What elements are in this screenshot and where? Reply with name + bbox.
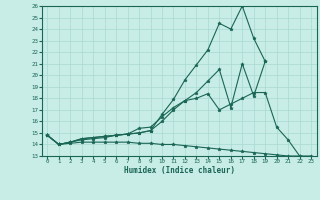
X-axis label: Humidex (Indice chaleur): Humidex (Indice chaleur) [124, 166, 235, 175]
